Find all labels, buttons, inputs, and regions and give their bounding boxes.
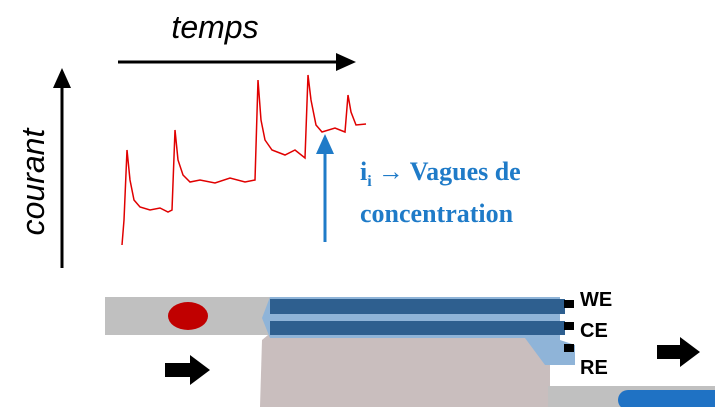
x-label: temps [171, 9, 258, 45]
arrow-head [316, 134, 334, 154]
annotation-line1: ii → Vagues de [360, 157, 521, 190]
substrate [260, 335, 550, 407]
electrode-label: WE [580, 289, 612, 311]
droplet [168, 302, 208, 330]
flow-arrow [165, 355, 210, 385]
subscript: i [367, 173, 372, 190]
flow-arrow [657, 337, 700, 367]
electrode-label: RE [580, 357, 608, 379]
contact [564, 322, 574, 330]
arrow-head [336, 53, 356, 71]
annotation-text: → Vagues de [378, 157, 521, 186]
counter-electrode [270, 321, 565, 335]
working-electrode [270, 299, 565, 314]
arrow-head [53, 68, 71, 88]
contact [564, 344, 574, 352]
current-trace [121, 74, 367, 246]
electrode-label: CE [580, 320, 608, 342]
annotation-line2: concentration [360, 199, 514, 228]
y-label: courant [15, 128, 51, 236]
outlet-flow [618, 390, 715, 407]
contact [564, 300, 574, 308]
symbol: i [360, 157, 367, 186]
